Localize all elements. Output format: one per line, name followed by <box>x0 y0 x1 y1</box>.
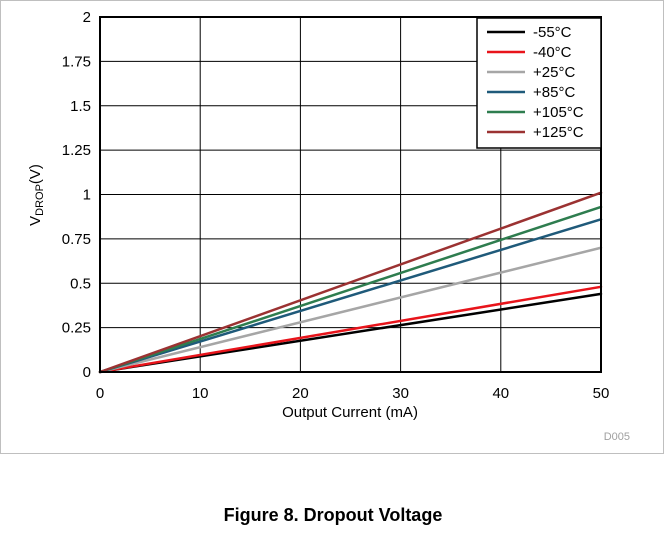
x-tick-label: 40 <box>492 385 509 402</box>
x-axis-label: Output Current (mA) <box>282 404 418 421</box>
x-tick-label: 0 <box>96 385 104 402</box>
y-tick-label: 0.25 <box>62 320 91 337</box>
y-tick-label: 1.75 <box>62 53 91 70</box>
y-tick-label: 0.5 <box>70 275 91 292</box>
x-tick-label: 20 <box>292 385 309 402</box>
series-lines <box>98 191 603 374</box>
legend-label: +105°C <box>533 104 584 121</box>
legend-label: +85°C <box>533 84 575 101</box>
y-tick-label: 1 <box>83 187 91 204</box>
legend-label: +25°C <box>533 64 575 81</box>
chart-frame <box>0 0 664 454</box>
legend-label: -40°C <box>533 44 572 61</box>
dropout-voltage-chart: 0 10 20 30 40 50 0 0.25 0.5 0.75 1 1.25 1.5 1.75 2 Ou… <box>27 9 630 443</box>
series-line <box>98 246 603 374</box>
y-axis-label-unit: (V) <box>27 164 44 184</box>
x-tick-label: 30 <box>392 385 409 402</box>
y-axis-label: VDROP(V) <box>27 164 46 226</box>
legend-label: +125°C <box>533 124 584 141</box>
x-tick-label: 10 <box>192 385 209 402</box>
y-tick-label: 1.5 <box>70 98 91 115</box>
series-line <box>98 218 603 374</box>
legend: -55°C -40°C +25°C +85°C +105°C +125°C <box>476 17 602 149</box>
figure-caption: Figure 8. Dropout Voltage <box>223 505 443 525</box>
y-tick-label: 0 <box>83 364 91 381</box>
series-line <box>98 285 603 374</box>
y-tick-label: 2 <box>83 9 91 26</box>
y-axis-label-main: V <box>27 216 44 226</box>
y-tick-labels: 0 0.25 0.5 0.75 1 1.25 1.5 1.75 2 <box>62 9 91 381</box>
x-tick-label: 50 <box>593 385 610 402</box>
x-tick-labels: 0 10 20 30 40 50 <box>96 385 610 402</box>
y-tick-label: 1.25 <box>62 142 91 159</box>
figure-code: D005 <box>604 431 630 443</box>
series-line <box>98 191 603 374</box>
y-axis-label-subscript: DROP <box>34 184 46 216</box>
plot-area-border <box>99 16 602 373</box>
legend-box <box>476 17 602 149</box>
series-line <box>98 205 603 374</box>
legend-label: -55°C <box>533 24 572 41</box>
y-tick-label: 0.75 <box>62 231 91 248</box>
